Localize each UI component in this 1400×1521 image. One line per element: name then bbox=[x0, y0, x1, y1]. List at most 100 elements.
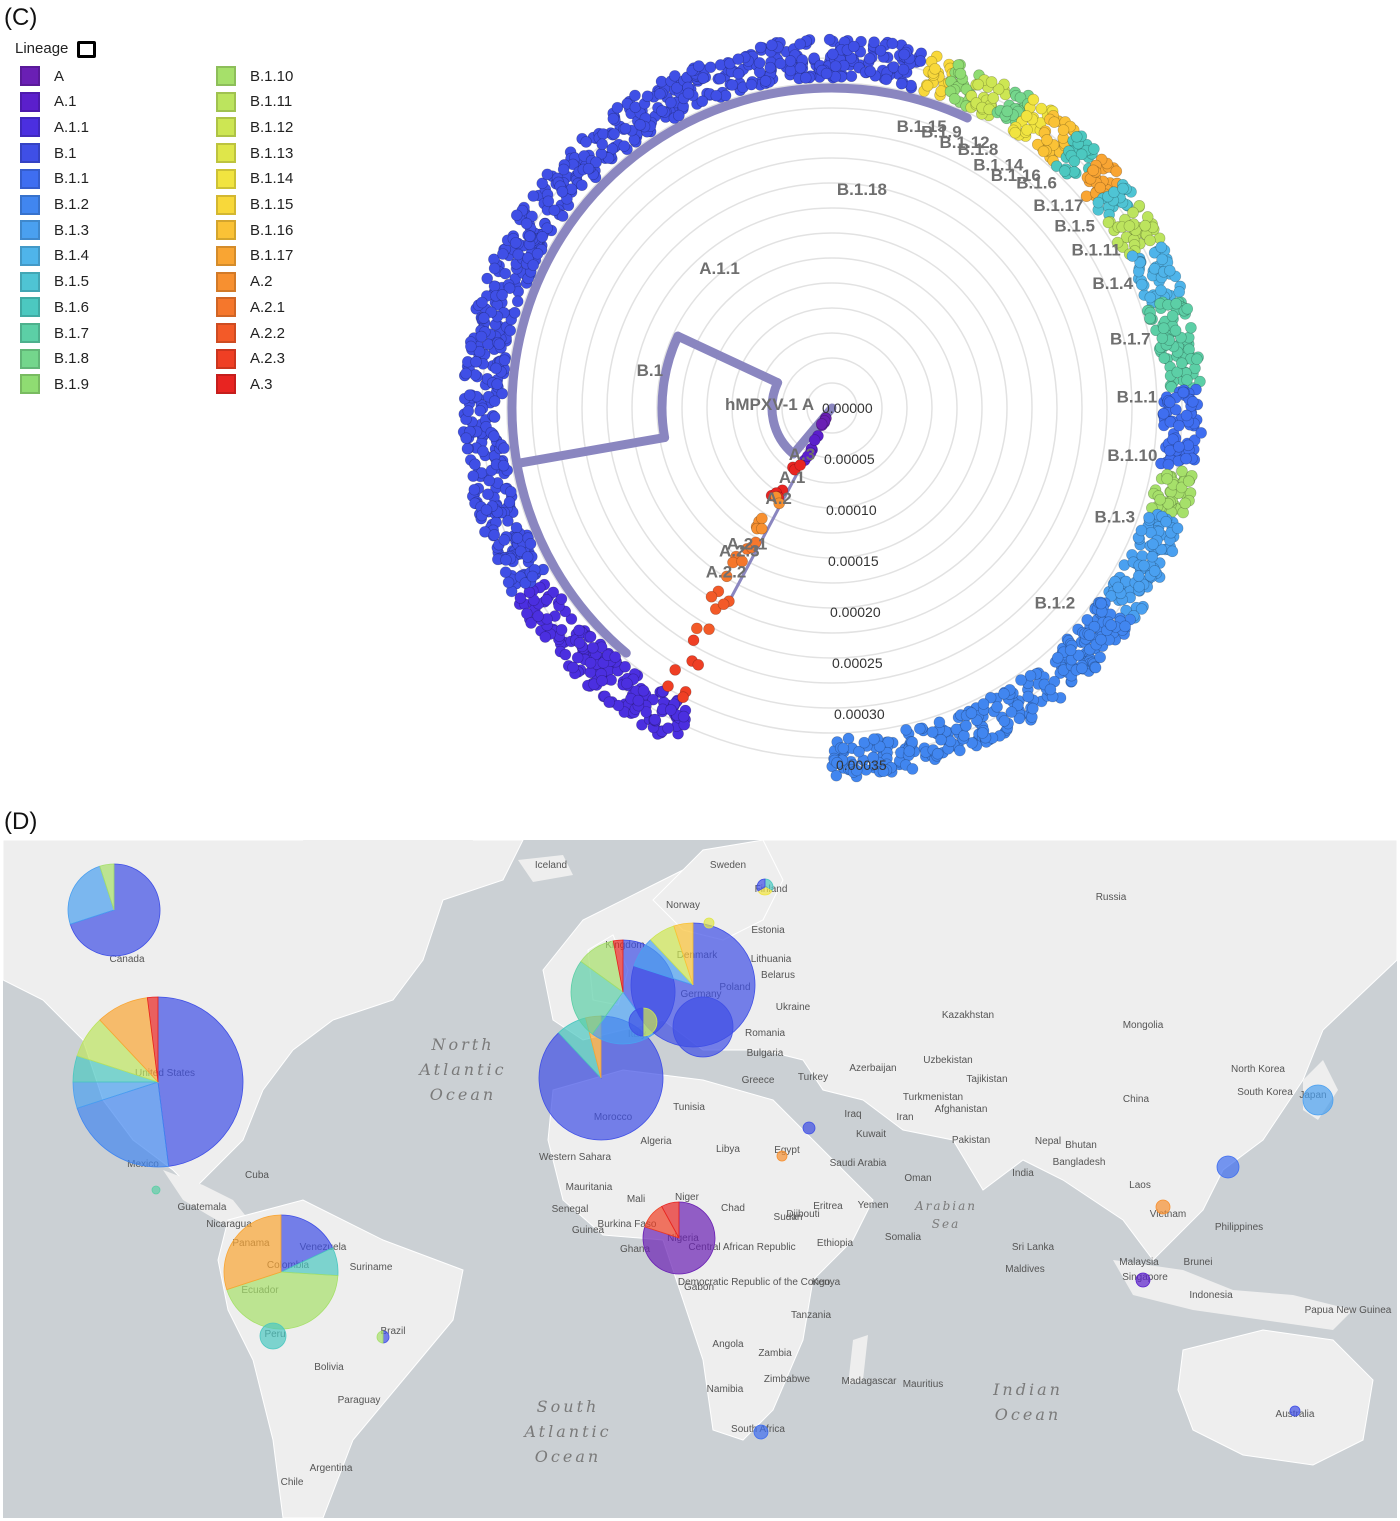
legend-item[interactable]: A.2.2 bbox=[216, 322, 285, 344]
pie-slice[interactable] bbox=[673, 922, 694, 986]
tree-tip bbox=[509, 237, 522, 249]
tree-tip bbox=[619, 660, 631, 673]
pie-slice[interactable] bbox=[1216, 1155, 1240, 1179]
legend-item[interactable]: A bbox=[20, 65, 64, 87]
place-label: Greece bbox=[742, 1075, 775, 1086]
pie-slice[interactable] bbox=[67, 865, 115, 925]
tree-tip bbox=[1117, 182, 1129, 195]
tree-tip bbox=[498, 534, 511, 546]
pie-slice[interactable] bbox=[703, 917, 715, 929]
pie-slice[interactable] bbox=[642, 1007, 658, 1037]
world-map[interactable]: North Atlantic Ocean South Atlantic Ocea… bbox=[3, 840, 1397, 1518]
tree-tip bbox=[815, 418, 828, 430]
tree-tip bbox=[1075, 148, 1088, 161]
pie-slice[interactable] bbox=[661, 1201, 680, 1239]
legend-item[interactable]: B.1.5 bbox=[20, 271, 89, 293]
legend-swatch bbox=[20, 220, 40, 241]
panel-c-label: (C) bbox=[4, 4, 38, 31]
legend-item[interactable]: B.1.4 bbox=[20, 245, 89, 267]
legend-item[interactable]: B.1.8 bbox=[20, 348, 89, 370]
tree-tip bbox=[490, 362, 502, 375]
pie-slice[interactable] bbox=[1302, 1084, 1334, 1116]
legend-item[interactable]: B.1.15 bbox=[216, 194, 293, 216]
legend-item[interactable]: B.1.7 bbox=[20, 322, 89, 344]
legend-item[interactable]: B.1.3 bbox=[20, 219, 89, 241]
tree-tip bbox=[1105, 619, 1117, 631]
pie-slice[interactable] bbox=[776, 1150, 788, 1162]
legend-item[interactable]: B.1.2 bbox=[20, 194, 89, 216]
pie-slice[interactable] bbox=[226, 1271, 339, 1330]
tree-tip bbox=[603, 696, 615, 709]
legend-item[interactable]: A.2 bbox=[216, 271, 273, 293]
tree-tip bbox=[867, 751, 880, 764]
panel-d-label: (D) bbox=[4, 808, 38, 835]
legend-toggle-icon[interactable] bbox=[77, 41, 96, 58]
legend-item[interactable]: B.1.13 bbox=[216, 142, 293, 164]
pie-slice[interactable] bbox=[69, 863, 161, 957]
pie-slice[interactable] bbox=[259, 1322, 287, 1350]
place-label: Mongolia bbox=[1123, 1020, 1164, 1031]
pie-slice[interactable] bbox=[756, 878, 766, 892]
legend-label: A bbox=[54, 67, 65, 85]
place-label: Libya bbox=[716, 1144, 740, 1155]
tree-tip bbox=[634, 119, 646, 131]
legend-item[interactable]: B.1.11 bbox=[216, 91, 292, 113]
legend-item[interactable]: B.1.6 bbox=[20, 296, 89, 318]
country-pie-charts[interactable] bbox=[67, 863, 1334, 1440]
scale-tick-label: 0.00035 bbox=[836, 757, 887, 773]
pie-slice[interactable] bbox=[223, 1214, 282, 1291]
legend-item[interactable]: B.1.16 bbox=[216, 219, 293, 241]
legend-item[interactable]: B.1.1 bbox=[20, 168, 89, 190]
tree-tip bbox=[697, 72, 709, 84]
legend-item[interactable]: B.1.9 bbox=[20, 373, 89, 395]
tree-tip bbox=[527, 190, 540, 202]
tree-tip bbox=[1157, 407, 1170, 420]
pie-slice[interactable] bbox=[382, 1330, 390, 1344]
pie-slice[interactable] bbox=[99, 863, 115, 911]
legend-item[interactable]: A.3 bbox=[216, 373, 273, 395]
legend-item[interactable]: A.2.3 bbox=[216, 348, 285, 370]
tree-tip bbox=[461, 442, 474, 455]
tree-tip bbox=[1083, 629, 1096, 641]
legend-item[interactable]: A.1 bbox=[20, 91, 77, 113]
tree-tip bbox=[502, 576, 515, 589]
pie-slice[interactable] bbox=[146, 996, 159, 1083]
legend-item[interactable]: B.1.10 bbox=[216, 65, 293, 87]
place-label: Tanzania bbox=[791, 1310, 831, 1321]
ocean-north-atlantic-line3: Ocean bbox=[430, 1085, 496, 1104]
place-label: Zambia bbox=[758, 1348, 792, 1359]
pie-slice[interactable] bbox=[802, 1121, 816, 1135]
place-label: Central African Republic bbox=[688, 1242, 795, 1253]
pie-slice[interactable] bbox=[753, 1424, 769, 1440]
legend-item[interactable]: B.1.14 bbox=[216, 168, 293, 190]
pie-slice[interactable] bbox=[672, 996, 734, 1058]
grid-ring bbox=[756, 332, 908, 484]
pie-slice[interactable] bbox=[76, 1081, 170, 1168]
tree-tip bbox=[559, 648, 572, 661]
pie-slice[interactable] bbox=[280, 1214, 334, 1273]
pie-slice[interactable] bbox=[570, 960, 624, 1035]
pie-slice[interactable] bbox=[1155, 1199, 1171, 1215]
legend-item[interactable]: B.1 bbox=[20, 142, 77, 164]
tree-tip bbox=[504, 324, 517, 337]
tree-tip bbox=[991, 701, 1003, 713]
clade-label: B.1.5 bbox=[1054, 217, 1095, 236]
place-label: Azerbaijan bbox=[849, 1063, 896, 1074]
pie-slice[interactable] bbox=[157, 996, 244, 1167]
place-label: Burkina Faso bbox=[598, 1219, 657, 1230]
legend-item[interactable]: A.1.1 bbox=[20, 116, 89, 138]
pie-slice[interactable] bbox=[612, 939, 624, 993]
tree-tip bbox=[977, 698, 990, 710]
tree-tip bbox=[1111, 236, 1124, 249]
legend-item[interactable]: B.1.17 bbox=[216, 245, 293, 267]
legend-item[interactable]: B.1.12 bbox=[216, 116, 293, 138]
pie-slice[interactable] bbox=[1289, 1405, 1301, 1417]
tree-tip bbox=[514, 592, 527, 604]
pie-slice[interactable] bbox=[151, 1185, 161, 1195]
legend-item[interactable]: A.2.1 bbox=[216, 296, 285, 318]
pie-slice[interactable] bbox=[628, 1007, 644, 1037]
pie-slice[interactable] bbox=[1135, 1272, 1151, 1288]
pie-slice[interactable] bbox=[376, 1330, 384, 1344]
tree-tip bbox=[547, 586, 560, 599]
ocean-north-atlantic-line1: North bbox=[430, 1035, 494, 1054]
